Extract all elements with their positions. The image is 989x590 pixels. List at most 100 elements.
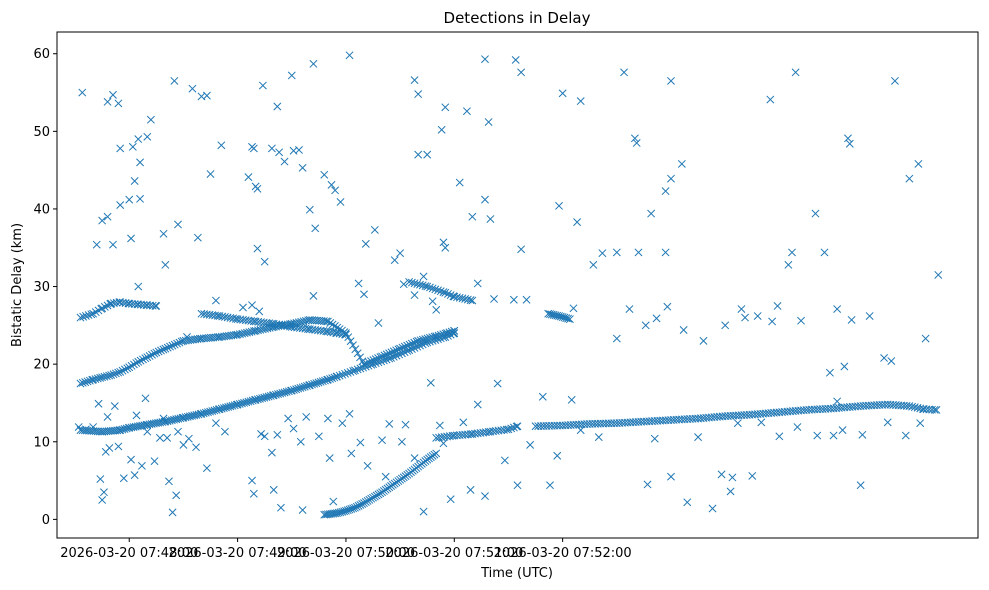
detection-point: [345, 51, 354, 60]
detection-point: [840, 362, 849, 371]
detection-point: [405, 277, 414, 286]
detection-point: [120, 365, 129, 374]
detection-point: [481, 55, 489, 64]
x-tick-label: 2026-03-20 07:52:00: [494, 546, 632, 561]
detection-point: [405, 346, 414, 355]
detection-point: [320, 170, 329, 179]
detection-point: [103, 97, 112, 106]
detection-point: [396, 249, 405, 258]
detection-point: [473, 279, 482, 288]
detection-point: [632, 139, 641, 147]
detection-point: [558, 89, 567, 98]
detection-point: [371, 359, 380, 368]
detection-point: [89, 375, 98, 384]
detection-point: [292, 385, 301, 394]
detection-point: [403, 347, 412, 355]
detection-point: [298, 506, 307, 515]
detection-point: [385, 354, 394, 363]
detection-point: [165, 477, 173, 486]
detection-point: [359, 363, 368, 372]
detection-point: [401, 420, 410, 429]
detection-point: [921, 334, 930, 343]
detection-point: [145, 352, 154, 360]
detection-point: [431, 336, 440, 344]
detection-point: [797, 316, 805, 325]
detection-point: [493, 379, 502, 388]
detection-point: [316, 377, 325, 386]
detection-point: [376, 489, 385, 498]
detection-point: [326, 374, 335, 383]
detection-point: [612, 248, 621, 257]
detection-point: [363, 461, 372, 470]
detection-point: [410, 454, 419, 463]
detection-point: [299, 317, 308, 326]
detection-point: [346, 337, 355, 346]
detection-point: [379, 356, 388, 365]
detection-point: [127, 455, 135, 464]
detection-point: [105, 444, 114, 452]
detection-point: [257, 430, 266, 438]
detection-point: [193, 233, 202, 242]
detection-point: [522, 295, 531, 304]
detection-point: [130, 300, 139, 309]
detection-point: [341, 330, 350, 339]
detection-point: [441, 288, 450, 297]
detection-point: [378, 436, 387, 445]
detection-point: [109, 370, 118, 379]
detection-point: [397, 349, 406, 358]
detection-point: [136, 194, 145, 203]
detection-point: [83, 377, 92, 386]
detection-point: [436, 287, 445, 296]
detection-point: [109, 90, 117, 99]
detection-point: [94, 399, 103, 408]
detection-point: [107, 299, 116, 308]
detection-point: [148, 301, 157, 310]
detection-point: [111, 369, 120, 378]
detection-point: [314, 378, 323, 387]
y-tick-label: 20: [33, 358, 50, 373]
detection-point: [594, 433, 603, 442]
detection-point: [667, 472, 675, 481]
detection-point: [677, 159, 686, 168]
detection-point: [361, 498, 370, 506]
detection-point: [504, 425, 513, 434]
detection-point: [266, 391, 275, 400]
detection-point: [230, 401, 239, 410]
y-axis: 0 10 20 30 40 50 60: [33, 47, 57, 528]
detection-point: [146, 115, 155, 124]
detection-point: [416, 341, 424, 350]
detection-point: [576, 97, 585, 106]
detection-point: [314, 432, 323, 441]
detection-point: [184, 434, 193, 443]
detection-point: [517, 245, 526, 254]
detection-point: [444, 331, 452, 340]
detection-point: [127, 361, 136, 370]
detection-point: [275, 320, 284, 329]
detection-point: [321, 376, 329, 385]
detection-point: [127, 234, 135, 243]
detection-point: [436, 334, 445, 343]
detection-point: [513, 422, 522, 431]
detection-point: [679, 326, 688, 334]
detection-point: [206, 170, 215, 178]
detection-point: [74, 423, 83, 431]
detection-point: [298, 163, 307, 172]
scatter-marks: [74, 51, 943, 519]
detection-point: [918, 405, 927, 413]
detection-point: [128, 142, 137, 151]
detection-point: [425, 283, 434, 292]
detection-point: [652, 314, 661, 323]
detection-point: [233, 330, 242, 339]
detection-point: [845, 139, 854, 148]
detection-point: [555, 201, 563, 210]
detection-point: [168, 341, 177, 350]
detection-point: [589, 260, 598, 269]
detection-point: [462, 107, 471, 116]
detection-point: [813, 431, 822, 440]
detection-point: [847, 315, 856, 324]
detection-point: [473, 400, 482, 409]
detection-point: [793, 423, 802, 431]
detection-point: [468, 212, 477, 221]
